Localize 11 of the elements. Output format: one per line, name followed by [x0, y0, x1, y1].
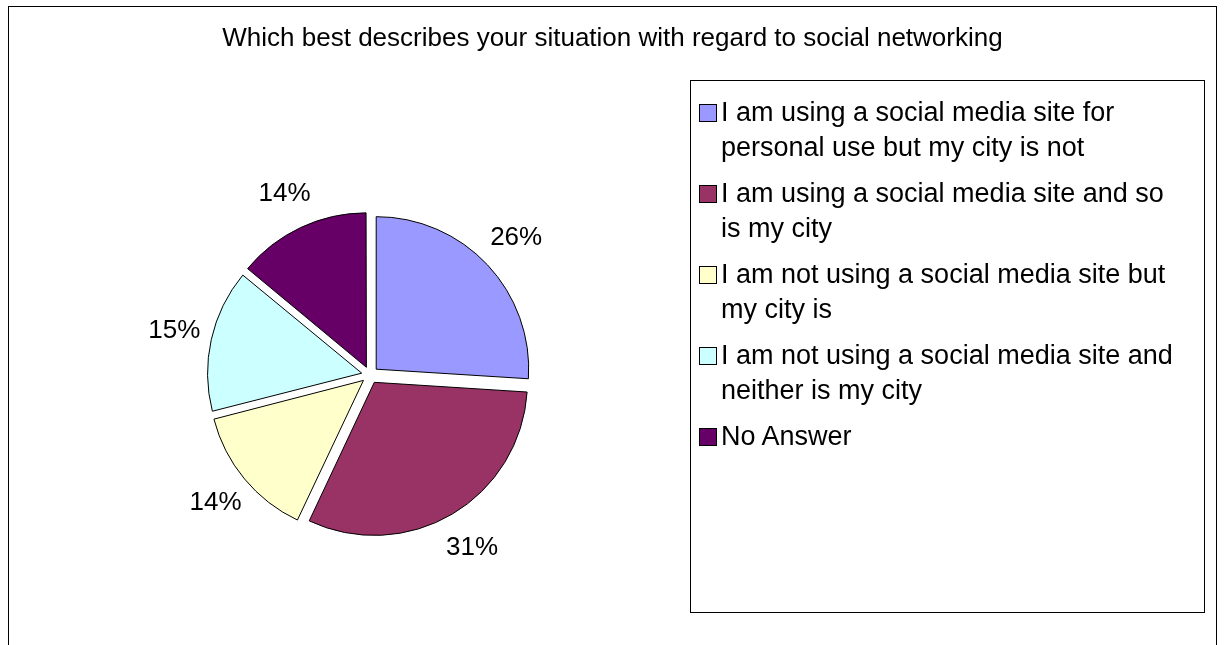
legend-label: I am not using a social media site and neither is my city — [721, 339, 1174, 407]
data-label: 15% — [148, 314, 201, 345]
data-label: 31% — [446, 530, 499, 561]
legend-label: I am using a social media site and so is my city — [721, 177, 1165, 245]
legend-label: I am using a social media site for personal use but my city is not — [721, 96, 1116, 164]
data-label: 14% — [189, 485, 242, 516]
chart-title: Which best describes your situation with regard to social networking — [221, 22, 1004, 53]
data-label: 26% — [490, 220, 543, 251]
data-label: 14% — [258, 176, 311, 207]
legend-label: No Answer — [721, 420, 852, 453]
legend-label: I am not using a social media site but my city is — [721, 258, 1167, 326]
